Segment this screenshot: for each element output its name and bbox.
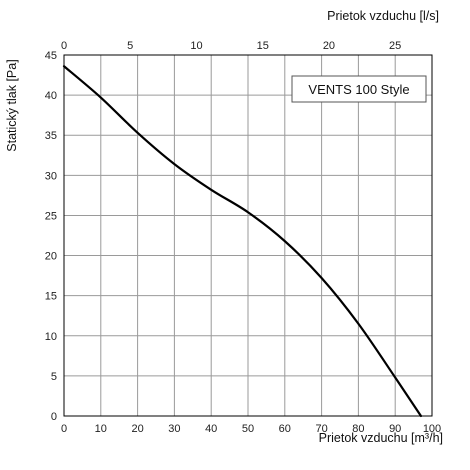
x2-tick-label: 20 xyxy=(323,40,335,52)
x-tick-label: 100 xyxy=(423,423,441,435)
x2-tick-label: 10 xyxy=(190,40,202,52)
y-tick-label: 35 xyxy=(45,130,57,142)
y-tick-label: 15 xyxy=(45,291,57,303)
x-tick-label: 10 xyxy=(95,423,107,435)
x-axis-title: Prietok vzduchu [m³/h] xyxy=(319,431,443,445)
y-tick-label: 10 xyxy=(45,331,57,343)
y-tick-label: 45 xyxy=(45,50,57,62)
y-tick-label: 20 xyxy=(45,251,57,263)
x-tick-label: 0 xyxy=(61,423,67,435)
x2-tick-label: 0 xyxy=(61,40,67,52)
x2-tick-label: 5 xyxy=(127,40,133,52)
x-tick-labels: 0 10 20 30 40 50 60 70 80 90 100 xyxy=(61,423,441,435)
y-tick-label: 25 xyxy=(45,210,57,222)
x-tick-label: 60 xyxy=(279,423,291,435)
y-tick-label: 30 xyxy=(45,170,57,182)
x2-axis-title: Prietok vzduchu [l/s] xyxy=(327,9,439,23)
legend: VENTS 100 Style xyxy=(291,75,427,103)
legend-label: VENTS 100 Style xyxy=(308,82,409,97)
legend-box xyxy=(291,75,427,103)
grid xyxy=(63,54,433,417)
plot-frame xyxy=(63,54,433,417)
x2-tick-labels: 0 5 10 15 20 25 xyxy=(61,40,401,52)
y-tick-label: 40 xyxy=(45,90,57,102)
x-tick-label: 70 xyxy=(315,423,327,435)
y-tick-labels: 0 5 10 15 20 25 30 35 40 45 xyxy=(45,50,57,423)
x-tick-label: 20 xyxy=(131,423,143,435)
y-tick-label: 0 xyxy=(51,411,57,423)
x-tick-label: 30 xyxy=(168,423,180,435)
x-tick-label: 90 xyxy=(389,423,401,435)
y-tick-label: 5 xyxy=(51,371,57,383)
x2-tick-label: 25 xyxy=(389,40,401,52)
series-line-vents-100-style xyxy=(62,65,423,418)
x-tick-label: 40 xyxy=(205,423,217,435)
x-tick-label: 50 xyxy=(242,423,254,435)
x2-tick-label: 15 xyxy=(257,40,269,52)
x-tick-label: 80 xyxy=(352,423,364,435)
y-axis-title: Statický tlak [Pa] xyxy=(5,59,19,151)
